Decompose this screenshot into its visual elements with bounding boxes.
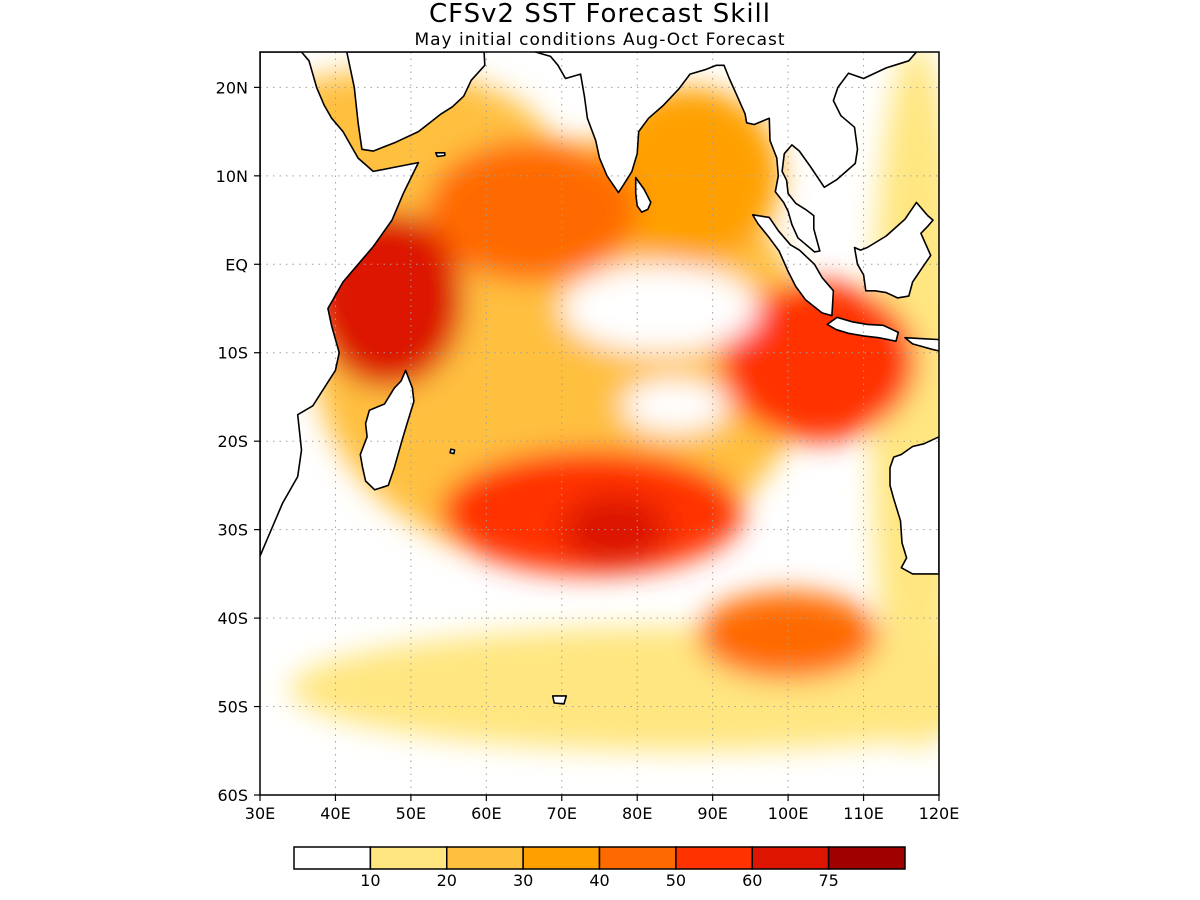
colorbar-label: 50 xyxy=(666,871,686,890)
colorbar-swatch xyxy=(447,847,523,869)
colorbar-label: 20 xyxy=(437,871,457,890)
x-tick-label: 40E xyxy=(320,804,350,823)
x-tick-label: 110E xyxy=(843,804,884,823)
y-tick-label: 60S xyxy=(217,786,248,805)
y-tick-label: 30S xyxy=(217,521,248,540)
y-tick-label: 10N xyxy=(216,167,248,186)
colorbar-swatch xyxy=(523,847,599,869)
colorbar-label: 60 xyxy=(742,871,762,890)
colorbar-label: 30 xyxy=(513,871,533,890)
colorbar-swatch xyxy=(600,847,676,869)
x-tick-label: 80E xyxy=(622,804,652,823)
y-tick-label: 50S xyxy=(217,698,248,717)
skill-region-southern-band xyxy=(290,627,1075,751)
low-skill-central-equatorial-gap xyxy=(562,264,758,352)
colorbar-label: 40 xyxy=(589,871,609,890)
skill-region-subtropical-core xyxy=(562,494,668,565)
skill-map: 30E 40E 50E 60E 70E 80E 90E 100E 110E 120E 20N 10N… xyxy=(216,0,1075,823)
x-tick-label: 100E xyxy=(768,804,809,823)
longitude-axis: 30E 40E 50E 60E 70E 80E 90E 100E 110E 120E xyxy=(245,795,960,823)
figure-title: CFSv2 SST Forecast Skill xyxy=(429,0,771,29)
y-tick-label: 20N xyxy=(216,78,248,97)
y-tick-label: EQ xyxy=(225,255,248,274)
x-tick-label: 30E xyxy=(245,804,275,823)
y-tick-label: 20S xyxy=(217,432,248,451)
colorbar-swatch xyxy=(294,847,370,869)
x-tick-label: 50E xyxy=(396,804,426,823)
latitude-axis: 20N 10N EQ 10S 20S 30S 40S 50S 60S xyxy=(216,78,260,805)
colorbar-label: 75 xyxy=(818,871,838,890)
x-tick-label: 120E xyxy=(919,804,960,823)
y-tick-label: 10S xyxy=(217,344,248,363)
colorbar: 10 20 30 40 50 60 75 xyxy=(294,847,905,890)
colorbar-label: 10 xyxy=(360,871,380,890)
colorbar-swatch xyxy=(676,847,752,869)
colorbar-swatch xyxy=(829,847,905,869)
y-tick-label: 40S xyxy=(217,609,248,628)
x-tick-label: 90E xyxy=(697,804,727,823)
x-tick-label: 60E xyxy=(471,804,501,823)
figure-subtitle: May initial conditions Aug-Oct Forecast xyxy=(414,30,785,50)
colorbar-swatch xyxy=(752,847,828,869)
low-skill-subtropical-gap xyxy=(622,379,728,432)
x-tick-label: 70E xyxy=(547,804,577,823)
colorbar-swatch xyxy=(370,847,446,869)
